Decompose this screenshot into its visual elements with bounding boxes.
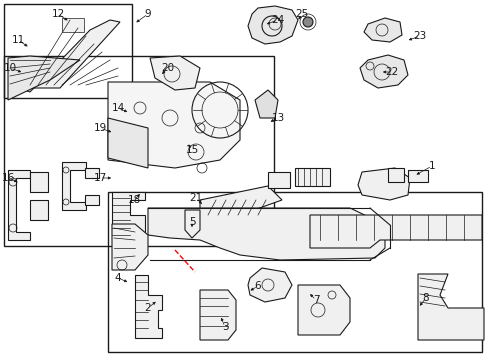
- Polygon shape: [135, 275, 162, 338]
- Polygon shape: [112, 224, 148, 270]
- Polygon shape: [108, 118, 148, 168]
- Polygon shape: [200, 186, 282, 215]
- Bar: [294, 168, 329, 186]
- Polygon shape: [62, 162, 86, 210]
- Bar: [30, 200, 48, 220]
- Polygon shape: [108, 82, 240, 168]
- Text: 17: 17: [93, 173, 106, 183]
- Polygon shape: [200, 290, 236, 340]
- Text: 8: 8: [422, 293, 428, 303]
- Bar: [387, 168, 403, 182]
- Polygon shape: [363, 18, 401, 42]
- Bar: [4, 4, 132, 98]
- Text: 18: 18: [127, 195, 141, 205]
- Text: 1: 1: [428, 161, 434, 171]
- Bar: [30, 172, 48, 192]
- Polygon shape: [417, 274, 483, 340]
- Text: 24: 24: [271, 15, 284, 25]
- Text: 14: 14: [111, 103, 124, 113]
- Polygon shape: [297, 285, 349, 335]
- Bar: [4, 56, 273, 246]
- Text: 3: 3: [221, 322, 228, 332]
- Polygon shape: [184, 210, 200, 238]
- Text: 11: 11: [11, 35, 24, 45]
- Polygon shape: [247, 6, 297, 44]
- Polygon shape: [8, 170, 30, 240]
- Text: 13: 13: [271, 113, 284, 123]
- Text: 4: 4: [115, 273, 121, 283]
- Circle shape: [303, 17, 312, 27]
- Text: 2: 2: [144, 303, 151, 313]
- Text: 5: 5: [188, 217, 195, 227]
- Bar: [62, 18, 84, 32]
- Text: 22: 22: [385, 67, 398, 77]
- Polygon shape: [247, 268, 291, 302]
- Text: 16: 16: [1, 173, 15, 183]
- Polygon shape: [254, 90, 278, 118]
- Text: 21: 21: [189, 193, 202, 203]
- Text: 12: 12: [51, 9, 64, 19]
- Polygon shape: [309, 215, 481, 248]
- Bar: [407, 170, 427, 182]
- Text: 10: 10: [3, 63, 17, 73]
- Text: 6: 6: [254, 281, 261, 291]
- Polygon shape: [20, 20, 120, 92]
- Text: 7: 7: [312, 295, 319, 305]
- Polygon shape: [357, 168, 409, 200]
- Text: 15: 15: [185, 145, 198, 155]
- Bar: [85, 195, 99, 205]
- Polygon shape: [112, 192, 145, 240]
- Bar: [85, 168, 99, 178]
- Text: 25: 25: [295, 9, 308, 19]
- Text: 19: 19: [93, 123, 106, 133]
- Text: 20: 20: [161, 63, 174, 73]
- Polygon shape: [150, 56, 200, 90]
- Polygon shape: [359, 55, 407, 88]
- Polygon shape: [8, 56, 80, 100]
- Text: 9: 9: [144, 9, 151, 19]
- Polygon shape: [148, 208, 384, 260]
- Bar: [108, 192, 481, 352]
- Bar: [267, 172, 289, 188]
- Text: 23: 23: [412, 31, 426, 41]
